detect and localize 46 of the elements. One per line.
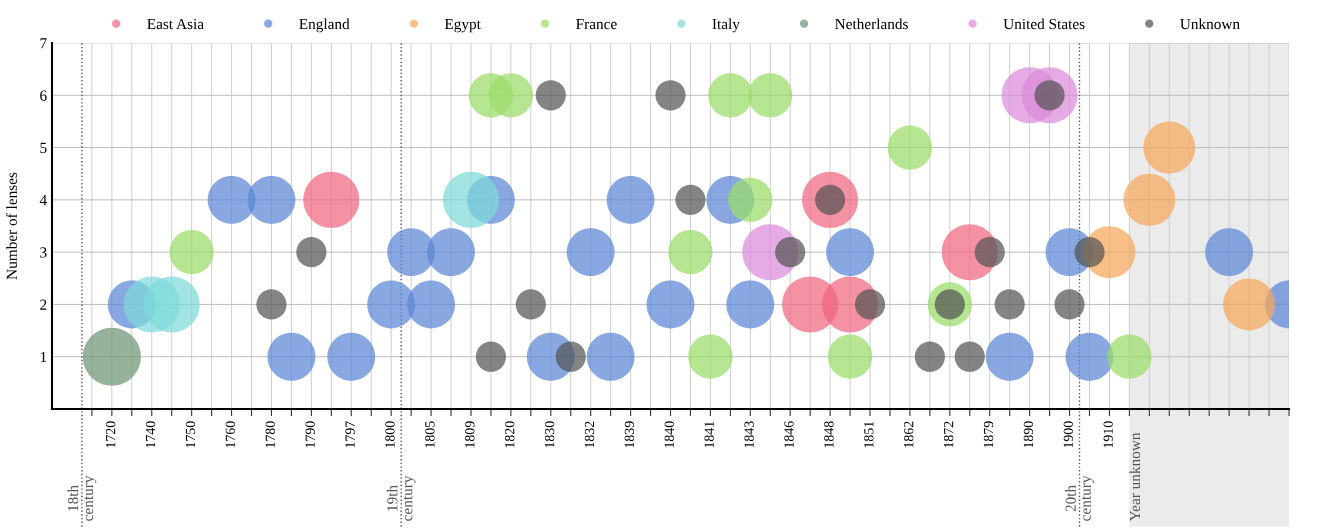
y-tick-label: 5 [40,142,47,154]
x-tick-label: 1910 [1103,421,1113,448]
legend-label: Italy [712,18,740,33]
y-axis-title: Number of lenses [6,172,17,280]
y-tick-label: 7 [40,38,47,49]
legend-label: Egypt [444,19,481,33]
x-tick-label: 1750 [185,421,196,448]
text: 20th century [1065,475,1094,521]
x-tick-label: 1900 [1063,421,1074,448]
x-tick-label: 1872 [943,421,954,448]
y-tick-label: 2 [40,299,47,310]
x-tick-label: 1760 [225,421,236,448]
x-tick-label: 1879 [983,421,994,448]
x-tick-label: 1843 [744,421,754,448]
legend-label: United States [1003,18,1085,30]
legend-label: France [576,19,617,30]
y-tick-label: 3 [40,247,47,258]
legend-label: England [299,18,350,33]
x-tick-label: 1862 [904,421,914,448]
x-tick-label: 1841 [704,421,714,448]
x-tick-label: 1830 [544,421,555,448]
text: Year unknown [1129,432,1141,522]
x-tick-label: 1780 [265,421,275,448]
x-tick-label: 1809 [465,421,475,448]
x-tick-label: 1740 [145,421,156,448]
legend-label: East Asia [147,18,204,30]
text: 18th century [67,475,97,521]
x-tick-label: 1890 [1023,421,1034,448]
x-tick-label: 1720 [105,421,116,448]
legend-label: Netherlands [835,18,908,30]
x-tick-label: 1805 [425,421,435,448]
x-tick-label: 1839 [624,421,635,448]
x-tick-label: 1846 [784,421,794,448]
x-tick-label: 1800 [385,421,395,448]
legend-label: Unknown [1180,18,1240,30]
y-tick-label: 1 [40,351,47,363]
x-tick-label: 1851 [864,421,874,448]
text: 19th century [386,475,416,521]
x-tick-label: 1797 [345,421,355,448]
y-tick-label: 6 [40,90,47,101]
x-tick-label: 1820 [504,421,515,448]
y-tick-label: 4 [39,195,47,206]
x-tick-label: 1832 [584,421,595,448]
x-tick-label: 1790 [305,421,315,448]
x-tick-label: 1840 [664,421,674,448]
x-tick-label: 1848 [824,421,834,448]
